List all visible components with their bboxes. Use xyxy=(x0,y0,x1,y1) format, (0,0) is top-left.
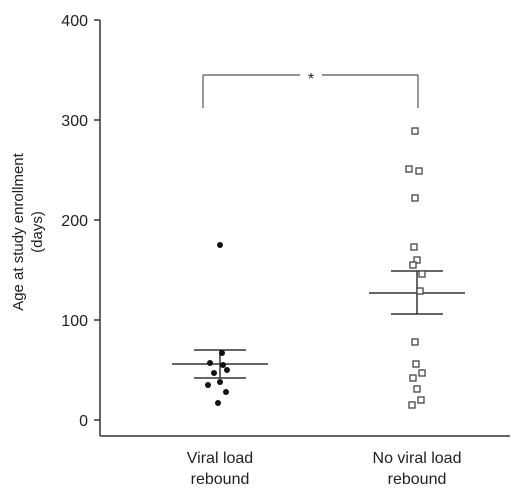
data-point xyxy=(416,287,424,295)
data-point xyxy=(417,396,425,404)
data-point xyxy=(411,194,419,202)
data-point xyxy=(217,379,223,385)
y-tick-label: 300 xyxy=(61,113,88,130)
y-tick-label: 100 xyxy=(61,313,88,330)
data-point xyxy=(413,385,421,393)
y-tick-label: 200 xyxy=(61,213,88,230)
data-point xyxy=(409,261,417,269)
data-point xyxy=(215,400,221,406)
category-label-no-viral-load-rebound: No viral load rebound xyxy=(373,450,462,488)
data-point xyxy=(411,127,419,135)
series-no-viral-load-rebound xyxy=(369,127,465,409)
series-viral-load-rebound xyxy=(172,242,268,406)
data-point xyxy=(412,360,420,368)
data-series xyxy=(172,127,465,409)
y-axis-title-line2: (days) xyxy=(29,211,46,253)
category-label-line: Viral load xyxy=(187,450,253,467)
data-point xyxy=(205,382,211,388)
y-ticks: 0 100 200 300 400 xyxy=(61,13,100,430)
data-point xyxy=(405,165,413,173)
category-label-line: rebound xyxy=(191,471,250,488)
y-axis: 0 100 200 300 400 xyxy=(61,13,101,436)
data-point xyxy=(408,401,416,409)
category-label-viral-load-rebound: Viral load rebound xyxy=(187,450,253,488)
data-point xyxy=(219,350,225,356)
data-point xyxy=(224,367,230,373)
data-point xyxy=(411,338,419,346)
y-tick-label: 0 xyxy=(79,413,88,430)
y-axis-title-line1: Age at study enrollment xyxy=(10,152,27,310)
data-point xyxy=(409,374,417,382)
category-label-line: No viral load xyxy=(373,450,462,467)
data-point xyxy=(220,362,226,368)
data-point xyxy=(217,242,223,248)
y-tick-label: 400 xyxy=(61,13,88,30)
data-point xyxy=(211,370,217,376)
data-point xyxy=(207,360,213,366)
data-point xyxy=(410,243,418,251)
category-label-line: rebound xyxy=(388,471,447,488)
data-point xyxy=(418,270,426,278)
data-point xyxy=(415,167,423,175)
data-point xyxy=(223,389,229,395)
data-point xyxy=(413,256,421,264)
data-point xyxy=(418,369,426,377)
significance-bracket: * xyxy=(202,71,419,108)
significance-label: * xyxy=(308,71,314,88)
